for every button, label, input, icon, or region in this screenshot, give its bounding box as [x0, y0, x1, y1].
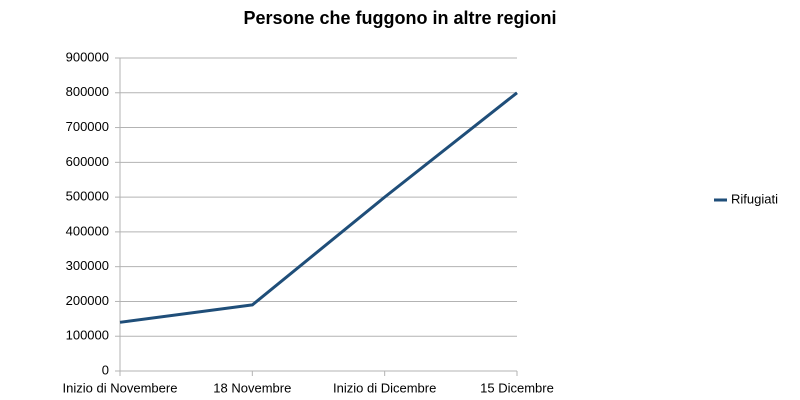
y-tick-label: 700000	[66, 119, 109, 134]
y-tick-label: 400000	[66, 223, 109, 238]
y-tick-label: 600000	[66, 154, 109, 169]
y-tick-label: 200000	[66, 293, 109, 308]
legend-label: Rifugiati	[731, 191, 778, 206]
y-tick-label: 300000	[66, 258, 109, 273]
y-tick-label: 500000	[66, 189, 109, 204]
y-tick-label: 100000	[66, 328, 109, 343]
y-tick-label: 0	[102, 362, 109, 377]
x-tick-label: 18 Novembre	[213, 380, 291, 395]
series-line	[119, 91, 518, 324]
y-tick-label: 900000	[66, 49, 109, 64]
chart-title: Persone che fuggono in altre regioni	[243, 8, 556, 28]
x-tick-label: Inizio di Dicembre	[333, 380, 436, 395]
x-tick-label: Inizio di Novembere	[63, 380, 178, 395]
x-tick-label: 15 Dicembre	[480, 380, 554, 395]
y-tick-label: 800000	[66, 84, 109, 99]
